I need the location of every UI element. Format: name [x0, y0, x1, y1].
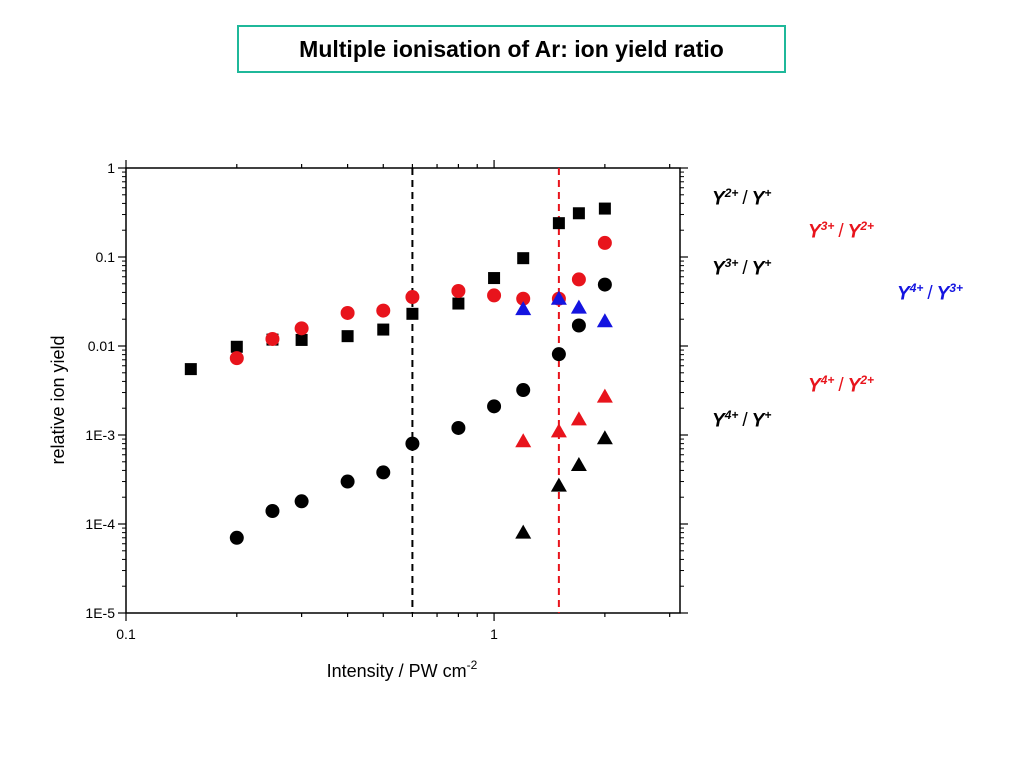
data-point-triangle [570, 299, 587, 314]
data-point-triangle [596, 388, 613, 403]
data-point-triangle [515, 433, 532, 448]
data-point-circle [265, 503, 280, 518]
chart-title: Multiple ionisation of Ar: ion yield rat… [237, 25, 786, 73]
plot-frame [125, 167, 681, 614]
chart-marks [184, 202, 613, 545]
data-point-square [406, 307, 419, 320]
y-tick-label: 1E-5 [85, 605, 115, 621]
data-point-circle [487, 399, 502, 414]
x-axis-label: Intensity / PW cm-2 [327, 658, 478, 681]
data-point-triangle [596, 313, 613, 328]
data-point-circle [265, 331, 280, 346]
data-point-square [598, 202, 611, 215]
data-point-circle [340, 305, 355, 320]
data-point-triangle [550, 290, 567, 305]
x-tick-label: 0.1 [116, 626, 136, 642]
y-tick-label: 1 [107, 160, 115, 176]
legend-label: Y4+ / Y2+ [808, 373, 875, 397]
data-point-square [230, 340, 243, 353]
data-point-circle [451, 420, 466, 435]
legend-label: Y2+ / Y+ [712, 186, 772, 210]
data-point-circle [571, 318, 586, 333]
data-point-circle [376, 465, 391, 480]
data-point-circle [571, 272, 586, 287]
y-tick-label: 1E-4 [85, 516, 115, 532]
data-point-circle [405, 436, 420, 451]
data-point-circle [516, 291, 531, 306]
y-tick-label: 0.1 [96, 249, 116, 265]
data-point-triangle [550, 423, 567, 438]
data-point-circle [487, 288, 502, 303]
data-point-triangle [515, 301, 532, 316]
data-point-circle [597, 235, 612, 250]
data-point-square [452, 297, 465, 310]
data-point-square [517, 252, 530, 265]
data-point-triangle [570, 411, 587, 426]
data-point-circle [551, 347, 566, 362]
data-point-circle [405, 290, 420, 305]
data-point-triangle [515, 524, 532, 539]
data-point-circle [294, 321, 309, 336]
data-point-square [295, 333, 308, 346]
data-point-circle [376, 303, 391, 318]
data-point-circle [451, 283, 466, 298]
y-tick-label: 0.01 [88, 338, 115, 354]
y-axis-label: relative ion yield [48, 335, 68, 464]
data-point-circle [597, 277, 612, 292]
data-point-circle [516, 383, 531, 398]
data-point-circle [294, 494, 309, 509]
data-point-triangle [550, 477, 567, 492]
legend-label: Y3+ / Y+ [712, 256, 772, 280]
data-point-circle [229, 530, 244, 545]
legend-label: Y4+ / Y+ [712, 408, 772, 432]
legend-label: Y4+ / Y3+ [897, 281, 964, 305]
data-point-square [184, 363, 197, 376]
data-point-square [341, 330, 354, 343]
reference-lines [411, 168, 560, 613]
y-tick-label: 1E-3 [85, 427, 115, 443]
data-point-circle [229, 351, 244, 366]
x-tick-label: 1 [490, 626, 498, 642]
data-point-triangle [596, 430, 613, 445]
data-point-circle [340, 474, 355, 489]
data-point-triangle [570, 457, 587, 472]
data-point-square [572, 207, 585, 220]
data-point-square [488, 272, 501, 285]
data-point-square [377, 323, 390, 336]
data-point-square [552, 217, 565, 230]
legend-label: Y3+ / Y2+ [808, 219, 875, 243]
